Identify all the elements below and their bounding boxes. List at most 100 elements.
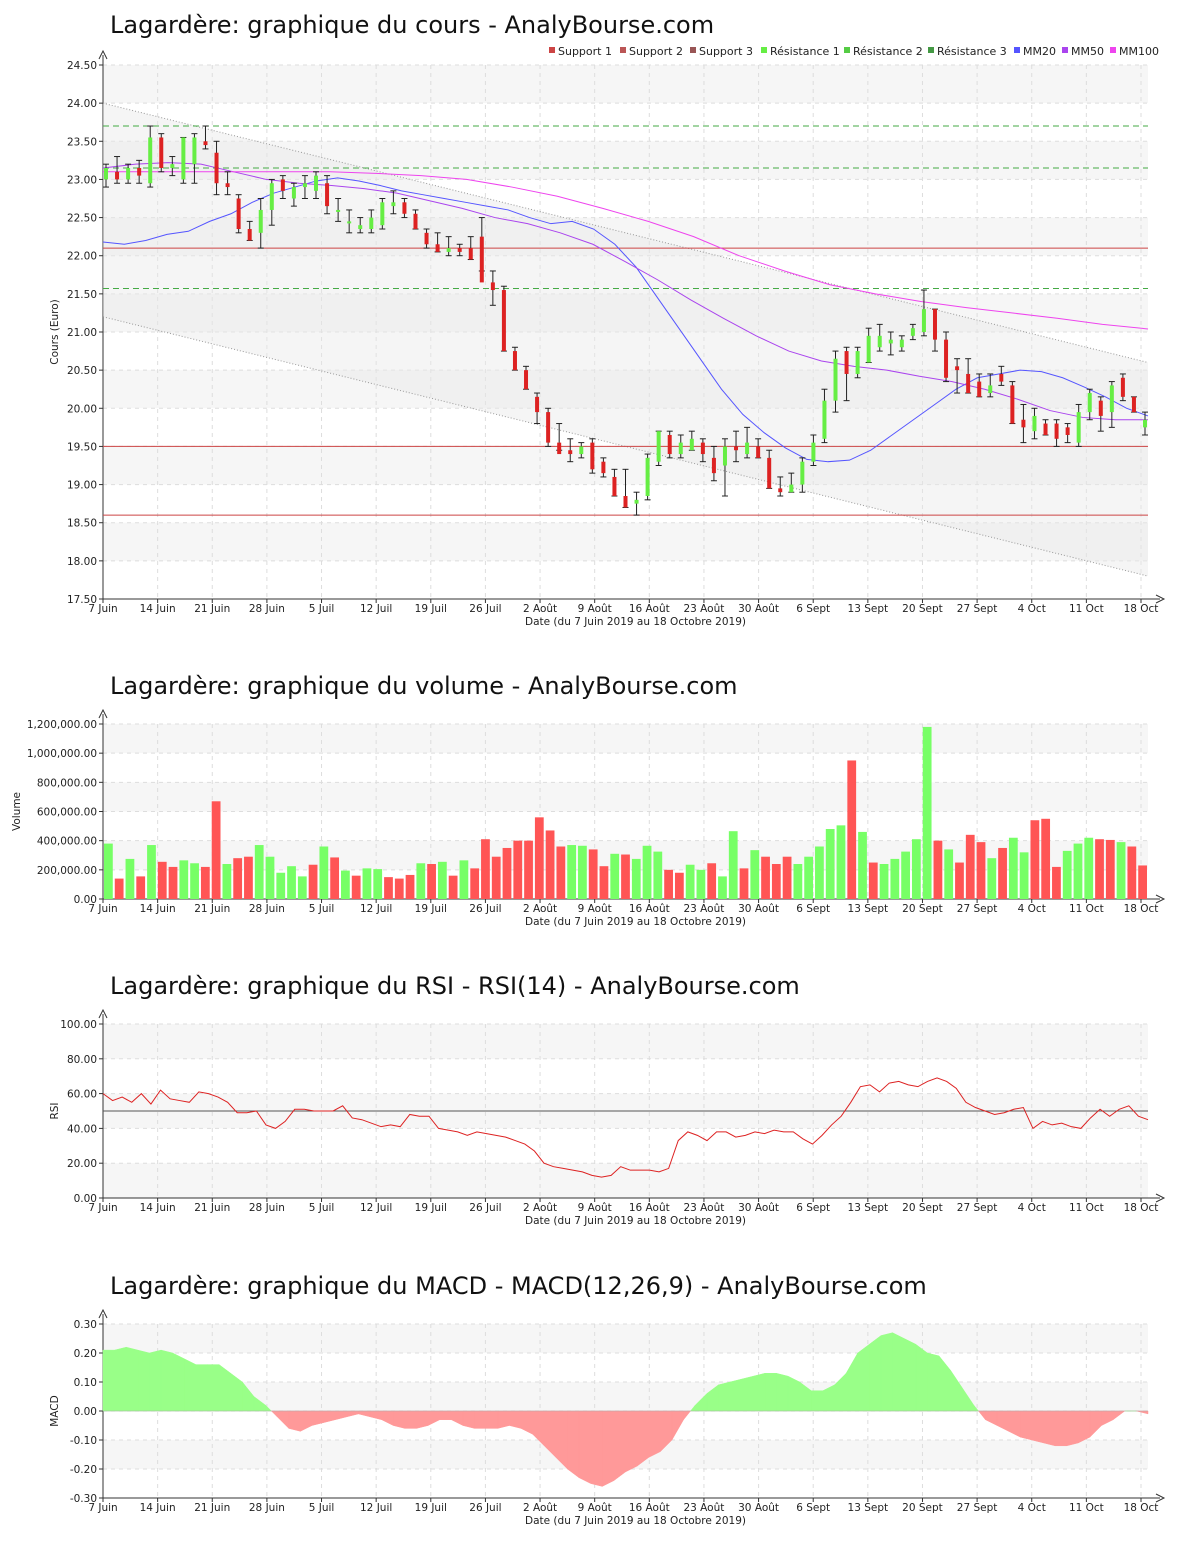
candle (744, 426, 751, 459)
x-tick-label: 5 Juil (309, 1502, 335, 1514)
x-tick-label: 27 Sept (957, 903, 998, 915)
candle (943, 331, 950, 383)
y-tick-label: 200,000.00 (37, 865, 97, 877)
candle (876, 323, 883, 352)
y-tick-label: 1,200,000.00 (27, 719, 97, 731)
volume-bar (276, 872, 286, 899)
x-tick-label: 4 Oct (1018, 1502, 1046, 1514)
x-axis-arrow (1155, 594, 1166, 604)
x-axis-label: Date (du 7 Juin 2019 au 18 Octobre 2019) (525, 916, 746, 928)
y-tick-label: 20.00 (67, 1158, 97, 1170)
candle-body (391, 202, 396, 207)
candle-body (612, 476, 617, 497)
x-tick-label: 16 Août (629, 1502, 670, 1514)
candle (257, 198, 264, 249)
candle-body (1120, 377, 1125, 397)
x-tick-label: 19 Juil (415, 1502, 447, 1514)
legend-label: MM20 (1023, 45, 1056, 58)
candle (125, 163, 132, 184)
y-axis-arrow (98, 49, 108, 60)
candle (920, 289, 927, 337)
x-tick-label: 21 Juin (194, 603, 230, 615)
candle-body (1021, 419, 1026, 428)
candle-body (1143, 419, 1147, 428)
candle-body (280, 179, 285, 191)
panel-2: Lagardère: graphique du RSI - RSI(14) - … (49, 972, 1166, 1227)
volume-bar (653, 851, 663, 899)
series-line-mm100 (103, 171, 1149, 330)
volume-bar (955, 862, 964, 899)
candle (821, 388, 828, 444)
grid-band (103, 141, 1148, 180)
candle (1142, 411, 1148, 436)
x-tick-label: 26 Juil (469, 1502, 501, 1514)
legend-label: Support 3 (699, 45, 753, 58)
grid-band (103, 217, 1148, 256)
candle-body (258, 209, 263, 233)
volume-bar (330, 857, 340, 899)
trend-line-upper (102, 102, 1149, 363)
x-tick-label: 26 Juil (469, 1202, 501, 1214)
volume-bar (481, 839, 490, 899)
candle (666, 430, 673, 459)
y-tick-label: -0.20 (70, 1464, 97, 1476)
volume-bar (405, 874, 415, 899)
candle-body (1010, 385, 1015, 424)
candle (755, 438, 762, 459)
x-tick-label: 9 Août (578, 603, 612, 615)
volume-bar (739, 868, 749, 899)
candle (290, 182, 297, 207)
candle-body (722, 446, 727, 466)
volume-bar (437, 861, 447, 899)
candle (379, 198, 386, 230)
volume-bar (804, 856, 814, 899)
volume-bar (351, 875, 361, 899)
candle (710, 445, 717, 482)
volume-bar (147, 845, 156, 899)
volume-bar (771, 864, 781, 899)
candle (324, 175, 331, 215)
candle-body (413, 213, 418, 230)
x-tick-label: 28 Juin (249, 1202, 285, 1214)
y-tick-label: 80.00 (67, 1054, 97, 1066)
y-tick-label: 0.00 (74, 1406, 97, 1418)
candle (1097, 396, 1104, 432)
candle-body (435, 244, 440, 252)
y-tick-label: 21.50 (67, 289, 97, 301)
x-tick-label: 27 Sept (957, 1502, 998, 1514)
candle (147, 125, 154, 188)
candle-body (402, 202, 407, 214)
volume-bar (265, 856, 275, 899)
candle-body (789, 484, 794, 493)
candle (965, 358, 972, 394)
volume-bar (782, 856, 792, 899)
volume-bar (578, 845, 587, 899)
x-tick-label: 16 Août (629, 1202, 670, 1214)
candle-body (966, 373, 971, 394)
candle (335, 198, 342, 222)
y-tick-label: 22.50 (67, 213, 97, 225)
candle (699, 438, 706, 463)
candle-body (932, 309, 937, 340)
volume-bar (674, 872, 684, 899)
candle (865, 327, 872, 364)
y-axis-label: MACD (49, 1395, 61, 1426)
candle-body (1131, 396, 1136, 413)
candle-body (269, 183, 274, 210)
candle (1031, 407, 1038, 440)
candle-body (347, 221, 352, 224)
candle-body (822, 400, 827, 439)
volume-bar (384, 877, 393, 899)
volume-bar (491, 856, 501, 899)
grid-band (103, 408, 1148, 447)
candle-body (634, 499, 639, 504)
candle-body (1109, 385, 1114, 413)
x-tick-label: 5 Juil (309, 1202, 335, 1214)
volume-bar (815, 846, 824, 899)
volume-bar (222, 864, 232, 899)
grid-band (103, 103, 1148, 142)
x-tick-label: 6 Sept (796, 1202, 830, 1214)
y-tick-label: 23.00 (67, 174, 97, 186)
volume-bar (448, 875, 458, 899)
candle (346, 209, 353, 234)
